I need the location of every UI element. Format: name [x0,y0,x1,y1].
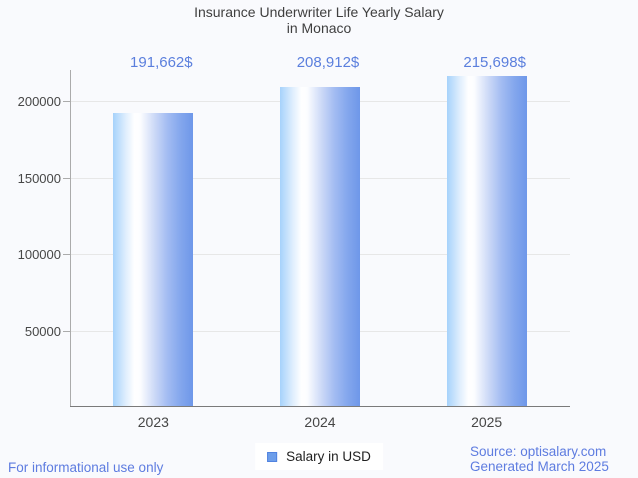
x-axis-line [70,406,570,407]
legend-swatch [267,451,278,462]
y-axis-tick-label: 100000 [17,247,61,263]
chart-title-line2: in Monaco [286,20,352,36]
generated-text: Generated March 2025 [470,459,609,474]
x-axis-tick-label: 2025 [471,414,503,430]
source-text: Source: optisalary.com [470,444,607,459]
bar-value-label: 191,662$ [130,54,193,71]
disclaimer-text: For informational use only [8,460,164,475]
y-axis-tick [63,177,70,179]
x-axis-tick-label: 2023 [137,414,169,430]
bar-value-label: 208,912$ [296,54,360,71]
y-axis-tick [63,330,70,332]
y-axis-tick [63,254,70,256]
x-axis-tick-label: 2024 [304,414,336,430]
legend-label: Salary in USD [286,449,371,464]
legend: Salary in USD [255,443,383,470]
bar-value-label: 215,698$ [463,54,526,71]
bar-2024 [280,86,360,406]
chart-title: Insurance Underwriter Life Yearly Salary… [0,4,638,36]
y-axis-line [70,70,71,407]
chart-title-line1: Insurance Underwriter Life Yearly Salary [194,4,444,20]
y-axis-tick-label: 150000 [17,170,61,186]
plot-area: 50000 100000 150000 200000 [18,70,570,407]
source-block: Source: optisalary.com Generated March 2… [470,444,609,474]
bar-2023 [113,113,194,406]
bar-2025 [446,76,527,406]
y-axis-tick [63,101,70,103]
y-axis-tick-label: 50000 [24,323,61,339]
y-axis-tick-label: 200000 [17,94,61,110]
